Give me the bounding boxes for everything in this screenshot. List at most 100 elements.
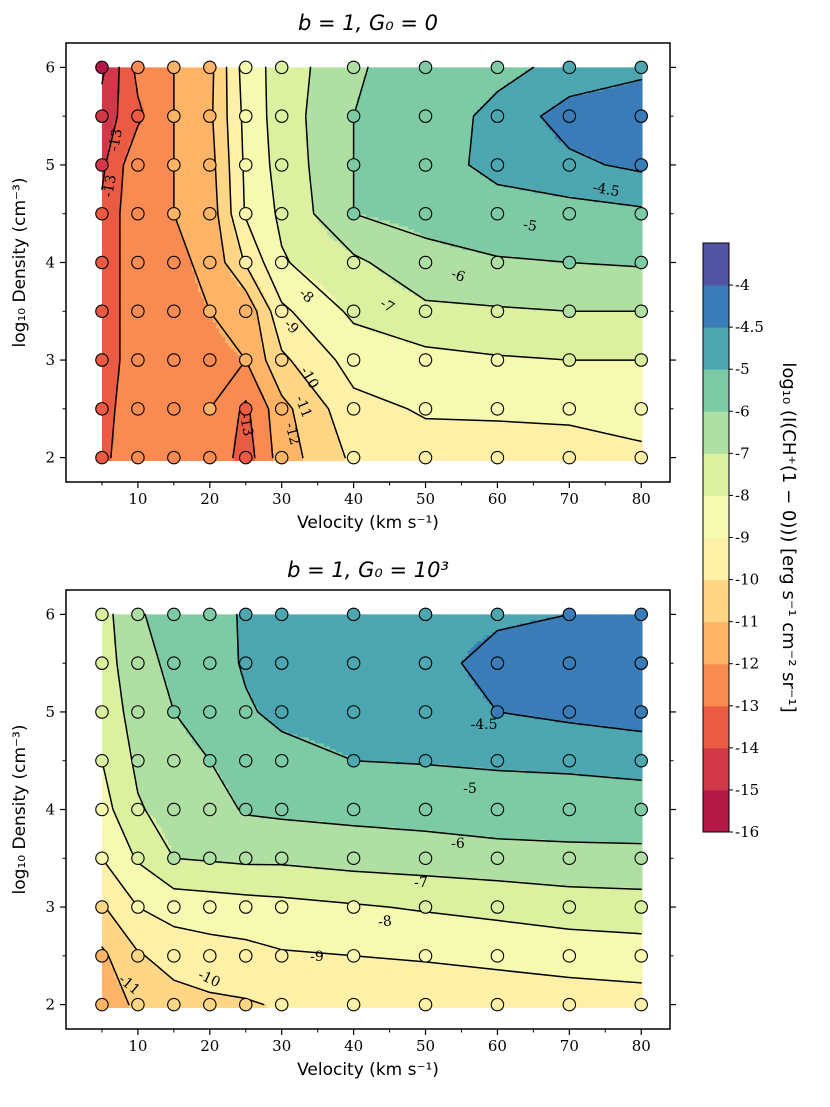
data-point [274, 304, 289, 319]
y-tick-label: 4 [45, 801, 55, 819]
data-point [490, 402, 505, 416]
colorbar-tick-label: -4.5 [735, 318, 764, 336]
y-tick-label: 6 [45, 605, 55, 623]
data-point [239, 402, 253, 416]
data-point [562, 304, 577, 319]
colorbar-band [703, 621, 729, 665]
data-point [346, 900, 361, 914]
data-point [203, 851, 217, 866]
data-point [490, 158, 505, 172]
data-point [490, 304, 505, 319]
data-point [418, 851, 433, 866]
data-point [167, 255, 181, 270]
data-point [418, 900, 433, 914]
data-point [95, 158, 109, 172]
data-point [203, 304, 217, 319]
data-point [274, 158, 289, 172]
data-point [418, 60, 433, 75]
data-point [418, 997, 433, 1012]
contour-label: -13 [106, 128, 126, 153]
data-point [95, 304, 109, 319]
colorbar-tick-label: -10 [735, 571, 759, 589]
data-point [562, 753, 577, 768]
data-point [203, 450, 217, 465]
data-point [562, 255, 577, 270]
data-point [167, 353, 181, 367]
data-point [562, 802, 577, 817]
data-point [274, 607, 289, 622]
data-point [274, 109, 289, 123]
data-point [274, 997, 289, 1012]
data-point [131, 900, 145, 914]
y-tick-label: 2 [45, 996, 55, 1014]
data-point [634, 997, 648, 1012]
contour-label: -4.5 [471, 717, 498, 733]
data-point [239, 109, 253, 123]
data-point [95, 402, 109, 416]
contour-label: -6 [451, 836, 465, 852]
y-axis-label: log₁₀ Density (cm⁻³) [10, 178, 30, 348]
contour-label: -7 [414, 875, 428, 891]
x-tick-label: 40 [344, 490, 363, 508]
data-point [562, 997, 577, 1012]
data-point [418, 353, 433, 367]
data-point [634, 851, 648, 866]
contour-label: -5 [522, 217, 538, 235]
colorbar-band [703, 243, 729, 286]
data-point [167, 900, 181, 914]
data-point [274, 353, 289, 367]
data-point [562, 705, 577, 719]
colorbar: -16 -15 -14 -13 -12 -11 -10 -9 -8 -7 -6 -5 -4.5 -4 log… [702, 242, 799, 841]
data-point [346, 353, 361, 367]
contour-line [467, 66, 642, 208]
contour-label: -12 [281, 421, 302, 447]
data-point [634, 900, 648, 914]
colorbar-tick-label: -11 [735, 613, 759, 631]
data-point [418, 949, 433, 963]
data-point [418, 802, 433, 817]
data-point [239, 255, 253, 270]
data-point [274, 753, 289, 768]
data-point [95, 109, 109, 123]
data-point [490, 753, 505, 768]
data-point [346, 753, 361, 768]
data-point [490, 255, 505, 270]
data-point [203, 109, 217, 123]
data-point [490, 109, 505, 123]
x-tick-label: 30 [272, 490, 291, 508]
data-point [131, 949, 145, 963]
colorbar-label: log₁₀ (I(CH⁺(1 − 0))) [erg s⁻¹ cm⁻² sr⁻¹… [778, 362, 799, 712]
data-point [131, 450, 145, 465]
contour-label: -13 [100, 174, 120, 199]
data-point [274, 900, 289, 914]
data-point [490, 353, 505, 367]
data-point [634, 60, 648, 75]
x-axis: 10 20 30 40 50 60 70 80 [101, 1029, 651, 1055]
data-point [274, 949, 289, 963]
x-axis-label: Velocity (km s⁻¹) [297, 1060, 439, 1080]
data-point [239, 997, 253, 1012]
contour-lines [101, 613, 642, 1006]
y-tick-label: 4 [45, 254, 55, 272]
x-tick-label: 70 [560, 490, 579, 508]
data-point [274, 255, 289, 270]
data-point [634, 753, 648, 768]
data-point [418, 753, 433, 768]
contour-label: -8 [378, 913, 393, 930]
contour-line [211, 66, 304, 459]
data-point [131, 997, 145, 1012]
data-point [490, 949, 505, 963]
data-point [239, 607, 253, 622]
data-point [239, 949, 253, 963]
data-point [95, 900, 109, 914]
contour-label: -9 [310, 949, 324, 965]
contour-fill [101, 67, 643, 461]
data-point [490, 705, 505, 719]
x-tick-label: 70 [560, 1037, 579, 1055]
data-point [203, 255, 217, 270]
data-point [562, 656, 577, 670]
data-point [634, 402, 648, 416]
colorbar-band [703, 705, 729, 749]
data-point [131, 802, 145, 817]
data-point [239, 753, 253, 768]
